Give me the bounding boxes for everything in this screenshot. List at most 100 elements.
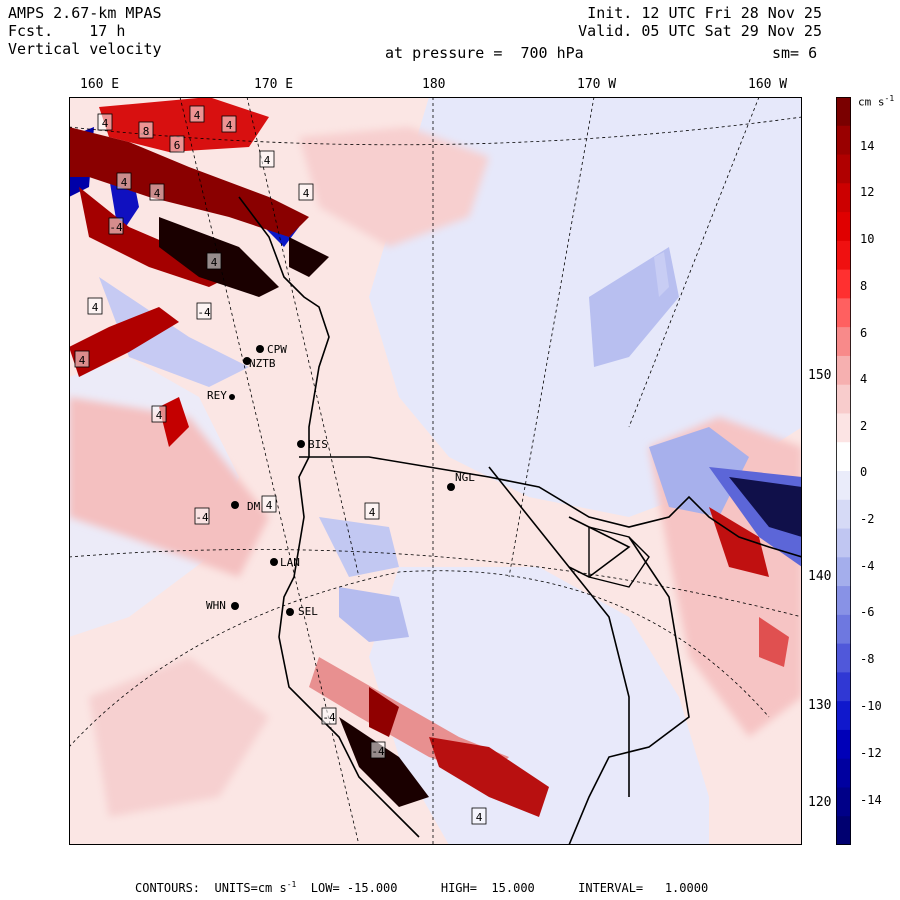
colorbar-band [836,97,851,127]
colorbar-band [836,586,851,616]
station-whn[interactable]: WHN [206,599,239,612]
colorbar-tick-label: -8 [860,652,875,666]
lon-label-170w: 170 W [577,77,617,92]
field-name: Vertical velocity [8,40,162,58]
station-ngl[interactable]: NGL [447,471,475,491]
station-cpw[interactable]: CPW [256,343,287,356]
colorbar-band [836,614,851,645]
contour-label-text: 4 [121,176,128,189]
colorbar-band [836,499,851,530]
pressure-level: at pressure = 700 hPa [385,44,584,62]
colorbar-band [836,327,851,357]
contour-label-text: 4 [156,409,163,422]
contour-label: 4 [261,495,277,513]
contour-label-text: -4 [195,511,209,524]
header-left: AMPS 2.67-km MPAS Fcst. 17 h Vertical ve… [8,4,162,58]
colorbar-unit-exp: -1 [884,94,895,103]
station-label: LAN [280,556,300,569]
station-rey[interactable]: REY [207,389,235,402]
stations: CPW NZTB REY BIS NGL DM LAN WHN SEL [206,343,475,618]
colorbar-band [836,298,851,328]
colorbar-band [836,672,851,702]
colorbar-band [836,212,851,242]
colorbar-tick-label: -10 [860,699,882,713]
colorbar-band [836,471,851,501]
colorbar-tick-label: -2 [860,512,875,526]
colorbar-unit-text: cm s [858,95,885,109]
contour-labels: 4 8 6 4 4 4 4 4 -4 4 4 4 -4 4 4 4 -4 4 -4 -4 4 [74,105,487,825]
valid-time: Valid. 05 UTC Sat 29 Nov 25 [578,22,822,40]
forecast-hour: Fcst. 17 h [8,22,126,40]
station-lan[interactable]: LAN [270,556,300,569]
contour-label: 4 [206,252,222,270]
colorbar-band [836,355,851,386]
colorbar-band [836,154,851,184]
colorbar-band [836,384,851,414]
colorbar-tick-label: 12 [860,185,875,199]
contour-label-text: -4 [322,711,336,724]
contour-label: -4 [321,707,337,725]
contour-label-text: -4 [371,745,385,758]
lon-label-160w: 160 W [748,77,788,92]
contour-label-text: -4 [109,221,123,234]
colorbar-band [836,729,851,760]
colorbar-band [836,413,851,443]
contour-label: 4 [151,405,167,423]
contour-label-text: 4 [476,811,483,824]
contour-label: 4 [74,350,90,368]
contour-label-text: 4 [154,187,161,200]
colorbar-band [836,442,851,472]
colorbar-band [836,240,851,271]
station-label: CPW [267,343,287,356]
map-border [69,97,802,845]
colorbar-band [836,643,851,673]
footer-contours-exp: -1 [286,880,297,889]
model-title: AMPS 2.67-km MPAS [8,4,162,22]
smoothing-value: sm= 6 [772,44,818,62]
colorbar-bands [836,97,851,845]
colorbar-band [836,528,851,558]
contour-label: 4 [189,105,205,123]
contour-label: 4 [298,183,314,201]
station-label: REY [207,389,227,402]
footer-contour-info: CONTOURS: UNITS=cm s-1 LOW= -15.000 HIGH… [135,880,708,895]
footer-range: LOW= -15.000 HIGH= 15.000 INTERVAL= 1.00… [296,881,709,895]
station-nztb[interactable]: NZTB [243,357,276,370]
colorbar-border [836,97,851,845]
colorbar-tick-label: 4 [860,372,868,386]
coastline [238,196,802,845]
station-label: SEL [298,605,318,618]
colorbar-band [836,125,851,156]
colorbar-band [836,183,851,213]
station-sel[interactable]: SEL [286,605,318,618]
contour-label-text: 4 [194,109,201,122]
contour-label-text: -4 [197,306,211,319]
colorbar-tick-label: 6 [860,326,868,340]
contour-label: 4 [471,807,487,825]
lon-label-170e: 170 E [254,77,294,92]
colorbar-tick-label: 2 [860,419,868,433]
contour-label: -4 [196,302,212,320]
contour-label: 6 [169,135,185,153]
contour-label-text: 4 [92,301,99,314]
colorbar-tick-label: -4 [860,559,875,573]
station-dm[interactable]: DM [231,500,261,513]
colorbar-unit: cm s-1 [858,94,894,109]
station-label: DM [247,500,261,513]
station-bis[interactable]: BIS [297,438,328,451]
station-label: NGL [455,471,475,484]
colorbar-band [836,758,851,788]
contour-label: 4 [221,115,237,133]
colorbar-band [836,816,851,845]
contour-label: 4 [116,172,132,190]
contour-label-text: 4 [79,354,86,367]
map-panel: CPW NZTB REY BIS NGL DM LAN WHN SEL 4 8 6 4… [69,97,802,845]
contour-label: -4 [370,741,386,759]
colorbar-tick-label: -6 [860,605,875,619]
contour-label-text: 6 [174,139,181,152]
station-label: BIS [308,438,328,451]
colorbar-tick-label: 10 [860,232,875,246]
colorbar-band [836,269,851,299]
contour-label: 8 [138,121,154,139]
colorbar [836,97,851,845]
